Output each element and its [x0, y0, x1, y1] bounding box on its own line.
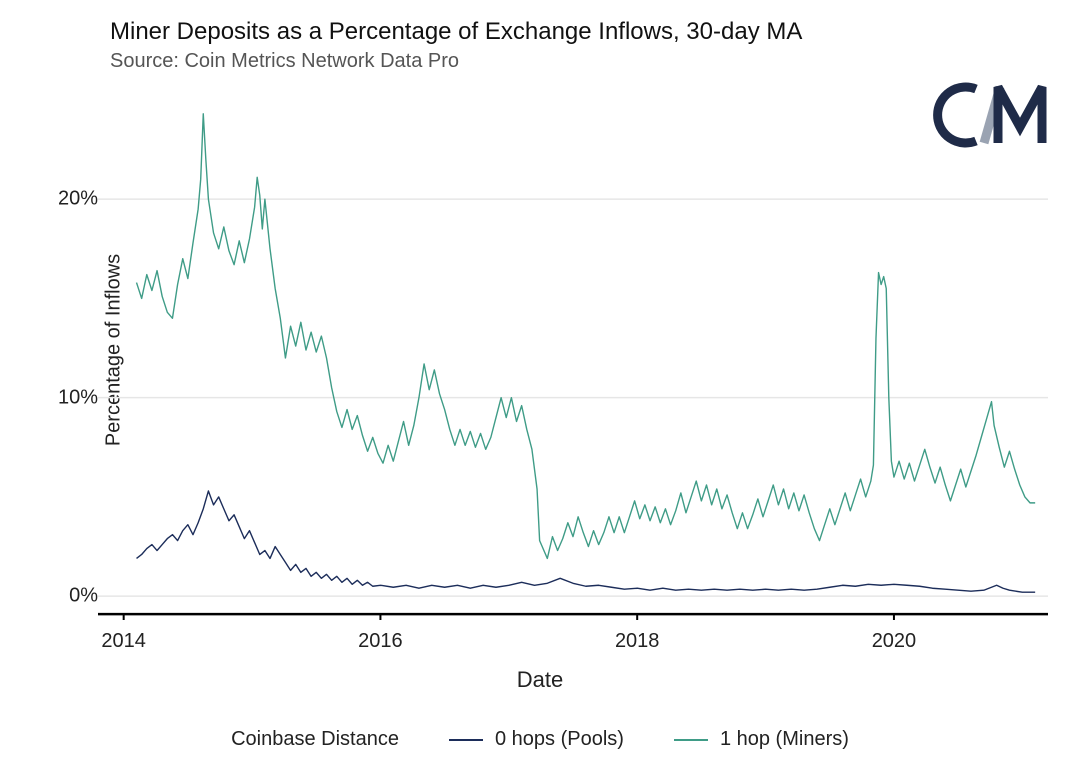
chart-subtitle: Source: Coin Metrics Network Data Pro	[110, 50, 459, 73]
legend-item-pools: 0 hops (Pools)	[449, 728, 624, 751]
legend: Coinbase Distance 0 hops (Pools) 1 hop (…	[0, 728, 1080, 751]
series-line	[137, 114, 1036, 559]
legend-label-pools: 0 hops (Pools)	[495, 728, 624, 751]
y-tick-label: 10%	[50, 386, 98, 409]
legend-label-miners: 1 hop (Miners)	[720, 728, 849, 751]
legend-swatch-miners	[674, 739, 708, 741]
plot-area	[98, 90, 1048, 620]
x-tick-label: 2016	[358, 630, 403, 653]
x-tick-label: 2020	[872, 630, 917, 653]
x-tick-label: 2014	[101, 630, 146, 653]
y-tick-label: 20%	[50, 188, 98, 211]
y-tick-label: 0%	[50, 585, 98, 608]
x-axis-label: Date	[0, 667, 1080, 693]
legend-title: Coinbase Distance	[231, 728, 399, 751]
chart-container: Miner Deposits as a Percentage of Exchan…	[0, 0, 1080, 771]
legend-item-miners: 1 hop (Miners)	[674, 728, 849, 751]
legend-swatch-pools	[449, 739, 483, 741]
x-tick-label: 2018	[615, 630, 660, 653]
chart-title: Miner Deposits as a Percentage of Exchan…	[110, 18, 802, 46]
